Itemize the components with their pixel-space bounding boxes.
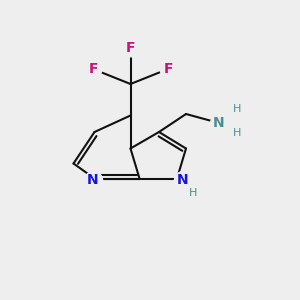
Text: F: F xyxy=(163,62,173,76)
Text: H: H xyxy=(233,104,241,115)
Text: N: N xyxy=(213,116,225,130)
Text: N: N xyxy=(177,173,189,187)
Text: F: F xyxy=(126,41,135,55)
Text: N: N xyxy=(87,173,99,187)
Text: F: F xyxy=(88,62,98,76)
Text: H: H xyxy=(189,188,198,199)
Text: H: H xyxy=(233,128,241,139)
